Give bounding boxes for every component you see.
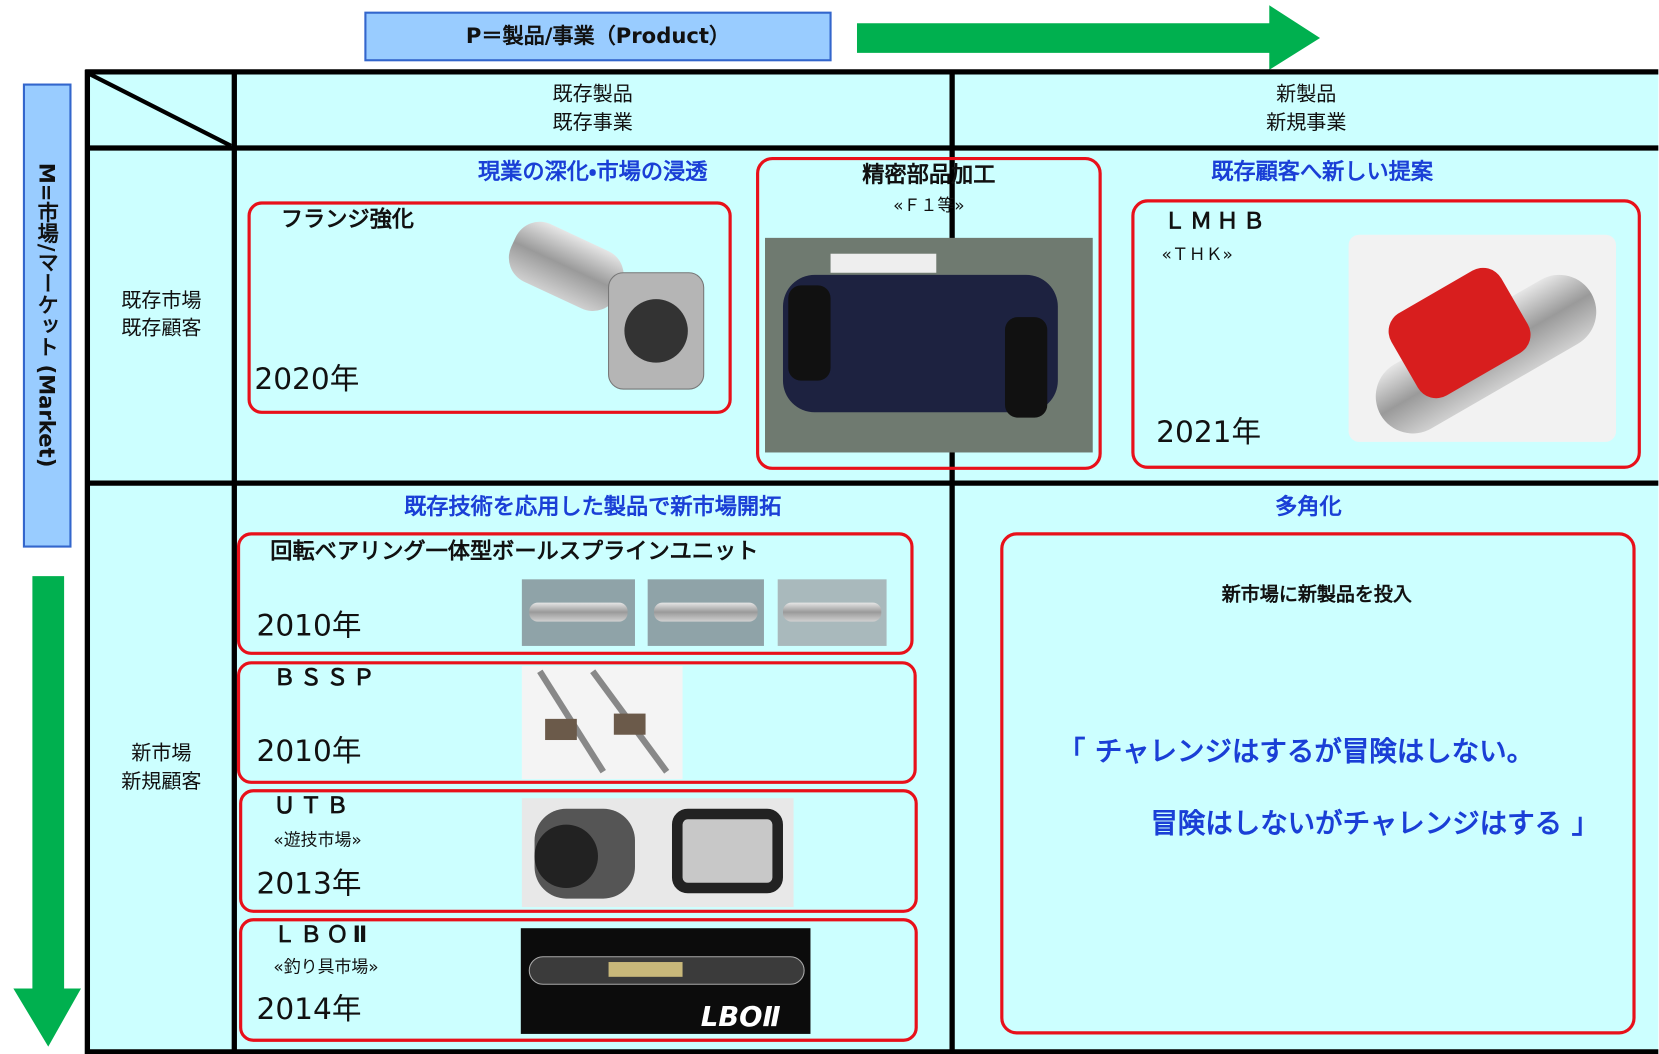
item-year: 2010年 <box>257 734 362 768</box>
item-name: ＬＭＨＢ <box>1164 209 1270 235</box>
quadrant-title: 既存顧客へ新しい提案 <box>1211 158 1434 185</box>
item-name: ＢＳＳＰ <box>273 665 379 691</box>
market-label-box <box>22 83 72 548</box>
product-label-box <box>364 11 832 62</box>
item-box <box>247 201 732 414</box>
row-header: 既存市場 <box>121 288 201 312</box>
item-note: «釣り具市場» <box>273 956 378 976</box>
row-header: 既存顧客 <box>121 315 201 339</box>
market-arrow <box>13 576 82 1047</box>
column-header: 既存製品 <box>553 82 633 106</box>
product-photo: LBOⅡ <box>520 928 811 1034</box>
item-box <box>239 789 918 913</box>
slogan-line: 「 チャレンジはするが冒険はしない。 <box>1058 736 1534 768</box>
item-note: «ＴＨＫ» <box>1161 244 1232 264</box>
item-note: «遊技市場» <box>273 829 361 849</box>
column-header: 新規事業 <box>1266 110 1346 134</box>
product-photo <box>521 798 794 908</box>
item-name: フランジ強化 <box>281 206 414 232</box>
slogan-line: 冒険はしないがチャレンジはする 」 <box>1150 808 1599 840</box>
item-box <box>1131 199 1641 469</box>
quadrant-title: 多角化 <box>1275 493 1342 520</box>
item-name: ＬＢＯⅡ <box>273 922 371 948</box>
item-year: 2020年 <box>254 362 359 396</box>
item-box <box>236 661 917 784</box>
item-box <box>756 156 1102 470</box>
item-year: 2014年 <box>257 992 362 1026</box>
product-photo <box>765 237 1093 453</box>
row-header: 新市場 <box>131 740 191 764</box>
row-header: 新規顧客 <box>121 769 201 793</box>
product-photo <box>508 221 705 390</box>
item-name: 回転ベアリング一体型ボールスプラインユニット <box>270 537 758 564</box>
diversification-subtitle: 新市場に新製品を投入 <box>1221 583 1412 606</box>
column-header: 新製品 <box>1276 82 1336 106</box>
svg-text:LBOⅡ: LBOⅡ <box>701 1001 781 1033</box>
item-box <box>236 532 914 655</box>
product-photo <box>1348 234 1617 442</box>
quadrant-title: 現業の深化・市場の浸透 <box>478 158 708 185</box>
item-year: 2013年 <box>257 866 362 900</box>
market-label: M=市場/マーケット (Market) <box>35 163 60 468</box>
matrix-grid <box>84 69 1659 1054</box>
item-note: «Ｆ１等» <box>893 195 964 215</box>
item-box <box>239 918 918 1042</box>
item-name: 精密部品加工 <box>862 162 995 188</box>
item-year: 2021年 <box>1156 415 1261 449</box>
item-year: 2010年 <box>257 608 362 642</box>
product-photo <box>521 579 887 646</box>
product-arrow <box>856 5 1321 70</box>
quadrant-title: 既存技術を応用した製品で新市場開拓 <box>404 493 781 520</box>
diversification-box <box>1000 532 1636 1035</box>
column-header: 既存事業 <box>553 110 633 134</box>
item-name: ＵＴＢ <box>273 793 352 819</box>
product-label: P＝製品/事業（Product） <box>466 23 730 48</box>
product-photo <box>521 666 683 780</box>
